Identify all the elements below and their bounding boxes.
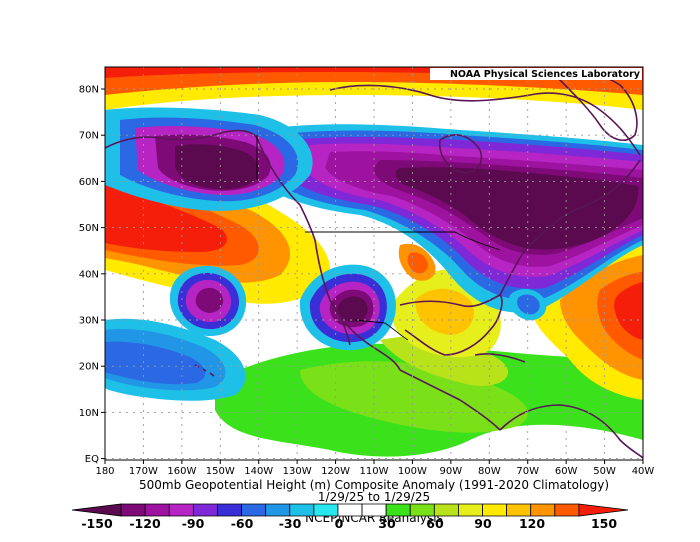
colorbar <box>71 503 629 517</box>
colorbar-segment <box>71 503 122 517</box>
lon-tick-label: 60W <box>555 466 578 477</box>
alaska-coast <box>105 129 301 206</box>
colorbar-segment <box>265 503 291 517</box>
colorbar-segment <box>530 503 556 517</box>
lat-tick-label: 70N <box>79 131 99 142</box>
pacific-cutoff-low-core <box>195 287 224 313</box>
atlantic-positive-center <box>614 282 643 340</box>
colorbar-segment <box>168 503 194 517</box>
lat-tick-label: 50N <box>79 223 99 234</box>
colorbar-segment <box>217 503 242 517</box>
credit-text: NOAA Physical Sciences Laboratory <box>450 69 641 80</box>
lat-tick-label: 10N <box>79 408 99 419</box>
borders <box>256 135 501 341</box>
colorbar-segment <box>313 503 339 517</box>
lat-tick-label: 60N <box>79 177 99 188</box>
colorbar-label: -30 <box>279 516 302 531</box>
colorbar-label: -120 <box>129 516 161 531</box>
colorbar-segment <box>361 503 387 517</box>
mexico-central-america-coast <box>399 369 501 431</box>
colorbar-label: -150 <box>81 516 113 531</box>
colorbar-segment <box>482 503 508 517</box>
colorbar-label: 150 <box>591 516 617 531</box>
colorbar-label: -60 <box>231 516 254 531</box>
lon-tick-label: 70W <box>516 466 539 477</box>
colorbar-labels: -150 -120 -90 -60 -30 0 30 60 90 120 150 <box>81 516 617 531</box>
lon-tick-label: 140W <box>244 466 273 477</box>
colorbar-segment <box>554 503 580 517</box>
arctic-islands <box>329 84 641 156</box>
colorbar-segment <box>337 503 363 517</box>
anomaly-field <box>105 67 643 460</box>
colorbar-segment <box>458 503 483 517</box>
lon-tick-label: 40W <box>632 466 655 477</box>
lon-tick-label: 110W <box>360 466 389 477</box>
lon-tick-label: 100W <box>398 466 427 477</box>
lon-tick-label: 120W <box>321 466 350 477</box>
credit-box <box>430 68 642 80</box>
cuba <box>474 353 526 363</box>
colorbar-label: 60 <box>426 516 444 531</box>
us-mexico-border <box>354 319 409 341</box>
colorbar-label: 90 <box>474 516 492 531</box>
latitude-axis: 80N 70N 60N 50N 40N 30N 20N 10N EQ <box>79 85 105 465</box>
alaska-negative-core <box>175 144 259 190</box>
colorbar-segment <box>385 503 411 517</box>
lon-tick-label: 50W <box>593 466 616 477</box>
us-canada-border <box>305 231 501 251</box>
date-range: 1/29/25 to 1/29/25 <box>318 490 430 504</box>
lon-tick-label: 90W <box>440 466 463 477</box>
colorbar-segment <box>289 503 315 517</box>
colorbar-segment <box>144 503 170 517</box>
lat-tick-label: 30N <box>79 316 99 327</box>
colorbar-segment <box>578 503 629 517</box>
colorbar-segment <box>120 503 146 517</box>
canada-negative-trough-core <box>395 167 639 250</box>
gulf-coast <box>399 294 503 356</box>
hudson-bay <box>438 134 482 174</box>
colorbar-segment <box>241 503 267 517</box>
longitude-axis: 180 170W 160W 150W 140W 130W 120W 110W 100W 90W 80… <box>95 460 654 477</box>
baja-cutoff-low-core <box>337 296 368 323</box>
colorbar-label: 0 <box>335 516 344 531</box>
east-coast <box>499 159 641 296</box>
colorbar-segment <box>506 503 532 517</box>
pacific-positive-center <box>105 185 228 252</box>
lat-lon-grid <box>105 67 643 460</box>
colorbar-segment <box>409 503 435 517</box>
colorbar-label: -90 <box>182 516 205 531</box>
lon-tick-label: 80W <box>478 466 501 477</box>
colorbar-label: 30 <box>378 516 396 531</box>
lat-tick-label: EQ <box>85 454 99 465</box>
colorbar-segment <box>192 503 218 517</box>
lon-tick-label: 170W <box>129 466 158 477</box>
colorbar-segment <box>433 503 459 517</box>
colorbar-label: 120 <box>519 516 545 531</box>
lon-tick-label: 160W <box>167 466 196 477</box>
lat-tick-label: 40N <box>79 269 99 280</box>
lon-tick-label: 150W <box>206 466 235 477</box>
lon-tick-label: 180 <box>95 466 114 477</box>
map-title: 500mb Geopotential Height (m) Composite … <box>139 478 609 492</box>
lat-tick-label: 20N <box>79 362 99 373</box>
lon-tick-label: 130W <box>283 466 312 477</box>
subtropical-pacific-negative <box>105 341 206 385</box>
lat-tick-label: 80N <box>79 85 99 96</box>
baja-coast <box>329 299 351 346</box>
